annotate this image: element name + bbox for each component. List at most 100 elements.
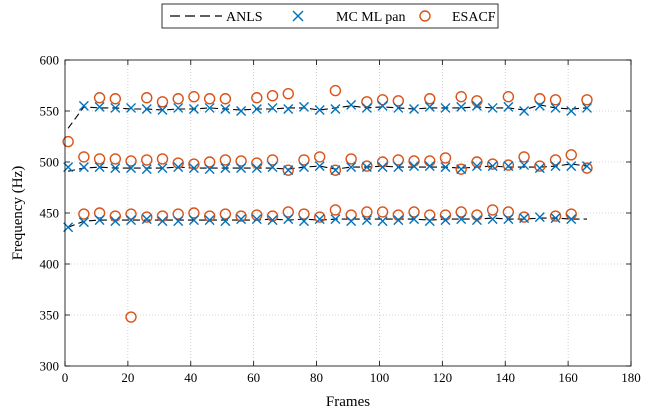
esacf-point	[424, 93, 436, 105]
mc-ml-pan-point	[157, 163, 168, 174]
mc-ml-pan-point	[550, 213, 561, 224]
mc-ml-pan-point	[126, 215, 137, 226]
esacf-point	[361, 206, 373, 218]
mc-ml-pan-point	[251, 214, 262, 225]
mc-ml-pan-point	[188, 215, 199, 226]
anls-line	[67, 163, 588, 172]
esacf-point	[282, 87, 294, 100]
y-tick-label: 350	[40, 308, 60, 323]
mc-ml-pan-point	[78, 100, 89, 111]
esacf-point	[424, 209, 436, 221]
y-tick-label: 400	[40, 257, 60, 272]
esacf-point	[282, 206, 294, 218]
mc-ml-pan-point	[581, 161, 592, 172]
mc-ml-pan-point	[110, 216, 121, 227]
esacf-point	[376, 94, 389, 106]
mc-ml-pan-point	[314, 104, 325, 115]
x-tick-label: 20	[121, 370, 134, 385]
esacf-point	[502, 159, 515, 171]
mc-ml-pan-point	[346, 216, 357, 227]
mc-ml-pan-point	[361, 215, 372, 226]
esacf-point	[581, 94, 593, 106]
mc-ml-pan-point	[236, 163, 247, 174]
esacf-point	[203, 156, 216, 168]
mc-ml-pan-point	[126, 102, 137, 113]
mc-ml-pan-point	[566, 161, 577, 172]
mc-ml-pan-point	[110, 163, 121, 174]
esacf-point	[266, 89, 279, 102]
esacf-point	[235, 210, 247, 222]
mc-ml-pan-point	[267, 102, 278, 113]
mc-ml-pan-point	[377, 216, 388, 227]
x-tick-label: 180	[621, 370, 641, 385]
esacf-point	[219, 154, 232, 166]
esacf-point	[455, 163, 467, 175]
mc-ml-pan-point	[534, 100, 545, 111]
esacf-point	[486, 204, 499, 216]
mc-ml-pan-point	[251, 163, 262, 174]
esacf-point	[203, 93, 216, 105]
mc-ml-pan-point	[346, 162, 357, 173]
mc-ml-pan-point	[204, 164, 215, 175]
mc-ml-pan-point	[534, 212, 545, 223]
mc-ml-pan-point	[267, 215, 278, 226]
mc-ml-pan-point	[456, 214, 467, 225]
mc-ml-pan-point	[377, 100, 388, 111]
esacf-point	[549, 154, 562, 166]
y-tick-label: 550	[40, 104, 60, 119]
mc-ml-pan-point	[78, 217, 89, 228]
mc-ml-pan-point	[283, 103, 294, 114]
series-layer	[62, 84, 593, 323]
mc-ml-pan-point	[424, 161, 435, 172]
mc-ml-pan-point	[94, 215, 105, 226]
esacf-point	[93, 92, 106, 104]
legend-label-anls: ANLS	[226, 10, 263, 25]
esacf-point	[314, 151, 326, 163]
mc-ml-pan-point	[188, 163, 199, 174]
mc-ml-pan-point	[173, 216, 184, 227]
mc-ml-pan-point	[503, 101, 514, 112]
esacf-point	[329, 84, 342, 97]
esacf-point	[235, 155, 247, 167]
mc-ml-pan-point	[298, 101, 309, 112]
x-tick-label: 80	[310, 370, 323, 385]
mc-ml-pan-point	[550, 161, 561, 172]
esacf-point	[251, 157, 263, 169]
mc-ml-pan-point	[534, 163, 545, 174]
mc-ml-pan-point	[141, 164, 152, 175]
mc-ml-pan-point	[330, 103, 341, 114]
esacf-point	[329, 164, 342, 176]
x-tick-label: 60	[247, 370, 260, 385]
esacf-point	[141, 211, 153, 223]
esacf-point	[376, 206, 389, 218]
mc-ml-pan-point	[393, 215, 404, 226]
mc-ml-pan-point	[566, 214, 577, 225]
legend-box	[161, 3, 499, 29]
mc-ml-pan-point	[204, 215, 215, 226]
esacf-point	[109, 153, 122, 165]
mc-ml-pan-point	[298, 216, 309, 227]
esacf-point	[565, 208, 577, 220]
esacf-point	[549, 94, 562, 106]
esacf-point	[534, 160, 546, 172]
mc-ml-pan-point	[157, 216, 168, 227]
esacf-point	[392, 209, 405, 221]
esacf-point	[392, 154, 405, 166]
mc-ml-pan-point	[409, 214, 420, 225]
esacf-point	[78, 151, 90, 163]
esacf-point	[93, 207, 106, 219]
esacf-point	[455, 91, 467, 103]
esacf-point	[581, 162, 593, 174]
x-tick-label: 120	[433, 370, 453, 385]
x-axis-label: Frames	[326, 394, 370, 410]
x-tick-label: 0	[62, 370, 69, 385]
mc-ml-pan-point	[188, 103, 199, 114]
mc-ml-pan-point	[471, 161, 482, 172]
mc-ml-pan-point	[236, 214, 247, 225]
legend: ANLS MC ML pan ESACF	[161, 3, 499, 29]
esacf-point	[172, 93, 184, 105]
mc-ml-pan-point	[173, 102, 184, 113]
mc-ml-pan-point	[361, 162, 372, 173]
esacf-point	[392, 95, 405, 107]
esacf-point	[141, 92, 153, 104]
